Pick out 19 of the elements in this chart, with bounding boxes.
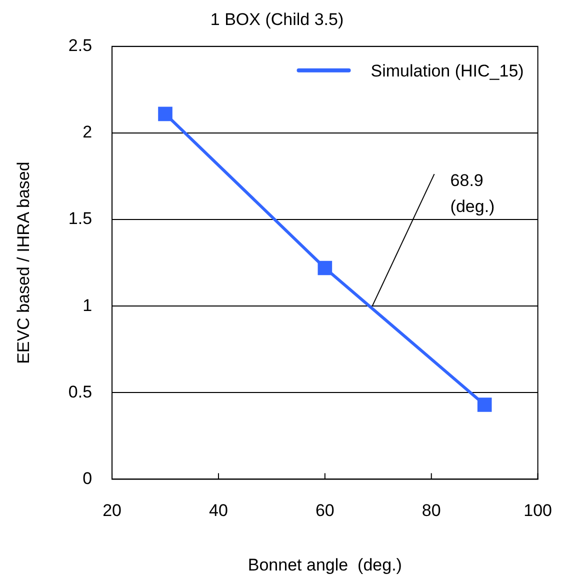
- point: [158, 106, 172, 122]
- x-tick-label: 80: [422, 501, 441, 520]
- point: [318, 260, 332, 276]
- point: [477, 398, 492, 412]
- x-tick-label: 100: [524, 501, 552, 520]
- y-tick-label: 2.5: [68, 36, 92, 56]
- y-axis-title: EEVC based / IHRA based: [14, 162, 33, 364]
- x-tick-label: 20: [102, 501, 122, 520]
- x-axis-title: Bonnet angle (deg.): [248, 555, 402, 574]
- chart-title: 1 BOX (Child 3.5): [210, 10, 344, 29]
- x-tick-label: 60: [315, 501, 334, 520]
- y-tick-label: 1: [82, 296, 92, 315]
- annotation: 68.9 (deg.): [450, 171, 495, 216]
- y-tick-label: 0: [82, 468, 92, 488]
- x-tick-label: 40: [209, 501, 228, 520]
- y-tick-label: 2: [82, 122, 92, 142]
- legend-label: Simulation (HIC_15): [370, 61, 524, 80]
- y-tick-label: 0.5: [68, 382, 92, 402]
- y-tick-label: 1.5: [68, 209, 92, 228]
